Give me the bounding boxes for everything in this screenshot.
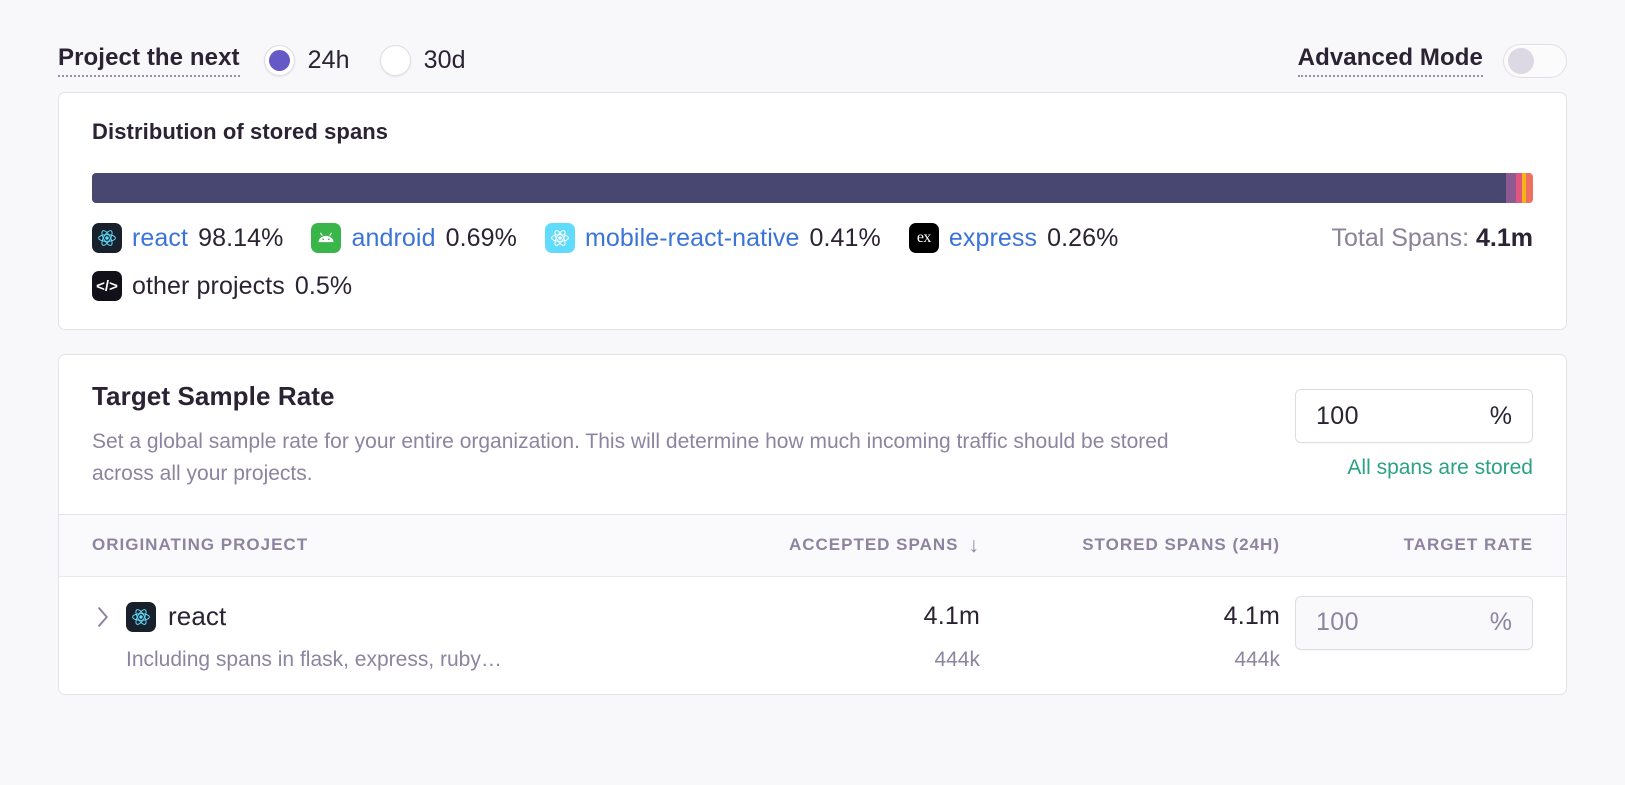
projects-table-header: Originating Project Accepted Spans ↓ Sto… (59, 513, 1566, 576)
android-icon (311, 223, 342, 253)
row-target-rate-input[interactable]: 100 % (1295, 595, 1533, 650)
toggle-knob (1508, 48, 1534, 74)
legend-name-other-projects: other projects (132, 271, 285, 300)
legend-pct-express: 0.26% (1047, 223, 1119, 252)
row-stored-spans-cell: 4.1m 444k (980, 596, 1280, 672)
legend-name-express[interactable]: express (948, 223, 1038, 252)
react-native-icon (544, 223, 575, 253)
legend-item-other-projects: </> other projects 0.5% (92, 271, 352, 301)
total-spans-value: 4.1m (1476, 223, 1533, 252)
distribution-segment-android[interactable] (1506, 173, 1517, 203)
code-icon: </> (92, 271, 122, 301)
sort-descending-icon: ↓ (968, 533, 980, 557)
radio-24h[interactable] (263, 45, 295, 77)
projection-period-group: Project the next 24h 30d (58, 44, 496, 77)
row-accepted-spans-subvalue: 444k (934, 647, 980, 671)
distribution-segment-express[interactable] (1522, 173, 1526, 203)
distribution-legend: react 98.14% android 0.69% (92, 223, 1533, 253)
distribution-bar (92, 173, 1533, 203)
projection-controls-bar: Project the next 24h 30d Advanced Mode (0, 0, 1625, 92)
legend-pct-mobile-react-native: 0.41% (809, 223, 881, 252)
advanced-mode-label[interactable]: Advanced Mode (1297, 44, 1483, 77)
column-header-stored-spans: Stored Spans (24h) (1082, 535, 1280, 555)
advanced-mode-group: Advanced Mode (1297, 44, 1567, 78)
legend-name-android[interactable]: android (351, 223, 436, 252)
project-the-next-label[interactable]: Project the next (58, 44, 240, 77)
distribution-panel: Distribution of stored spans react (58, 92, 1567, 330)
react-icon (126, 601, 156, 632)
row-stored-spans-subvalue: 444k (1234, 647, 1280, 671)
column-header-originating-project: Originating Project (92, 535, 309, 555)
row-accepted-spans-value: 4.1m (923, 602, 980, 631)
column-header-target-rate: Target Rate (1403, 535, 1533, 555)
row-project-subtitle: Including spans in flask, express, ruby… (126, 647, 502, 671)
legend-item-express[interactable]: ex express 0.26% (908, 223, 1119, 253)
legend-pct-react: 98.14% (198, 223, 284, 252)
global-target-rate-input[interactable]: 100 % (1295, 389, 1533, 443)
row-stored-spans-value: 4.1m (1223, 602, 1280, 631)
distribution-segment-mobile-react-native[interactable] (1516, 173, 1523, 203)
legend-item-react[interactable]: react 98.14% (92, 223, 283, 253)
distribution-segment-react[interactable] (92, 173, 1507, 203)
row-accepted-spans-cell: 4.1m 444k (680, 596, 980, 672)
legend-name-react[interactable]: react (132, 223, 189, 252)
legend-name-mobile-react-native[interactable]: mobile-react-native (584, 223, 800, 252)
distribution-legend-row-2: </> other projects 0.5% (92, 271, 1533, 301)
period-option-24h[interactable]: 24h (263, 45, 350, 77)
react-icon (92, 223, 122, 253)
row-target-rate-value[interactable]: 100 (1316, 608, 1359, 637)
period-option-30d[interactable]: 30d (379, 45, 466, 77)
advanced-mode-toggle[interactable] (1503, 44, 1567, 78)
target-sample-rate-title: Target Sample Rate (92, 381, 335, 411)
radio-30d[interactable] (379, 45, 411, 77)
global-target-rate-value[interactable]: 100 (1316, 401, 1359, 430)
legend-item-mobile-react-native[interactable]: mobile-react-native 0.41% (544, 223, 881, 253)
period-radio-group: 24h 30d (263, 45, 496, 77)
total-spans-label: Total Spans: (1331, 223, 1470, 252)
percent-suffix: % (1489, 401, 1512, 430)
all-spans-stored-note: All spans are stored (1347, 456, 1533, 479)
chevron-right-icon[interactable] (92, 606, 114, 628)
row-project-name: react (168, 601, 227, 632)
row-project-cell: react Including spans in flask, express,… (92, 596, 680, 672)
column-header-accepted-spans[interactable]: Accepted Spans ↓ (680, 535, 980, 556)
radio-30d-label: 30d (423, 46, 466, 75)
legend-item-android[interactable]: android 0.69% (311, 223, 517, 253)
target-sample-rate-panel: Target Sample Rate Set a global sample r… (58, 354, 1567, 695)
distribution-segment-other projects[interactable] (1525, 173, 1533, 203)
distribution-title: Distribution of stored spans (92, 119, 389, 144)
table-row: react Including spans in flask, express,… (59, 575, 1566, 694)
row-target-rate-cell: 100 % (1280, 595, 1533, 650)
legend-pct-android: 0.69% (445, 223, 517, 252)
radio-24h-label: 24h (307, 46, 350, 75)
legend-pct-other-projects: 0.5% (294, 271, 353, 300)
express-icon: ex (908, 223, 939, 253)
column-header-accepted-spans-label: Accepted Spans (788, 535, 959, 555)
total-spans: Total Spans: 4.1m (1331, 224, 1533, 253)
row-percent-suffix: % (1489, 608, 1512, 637)
target-sample-rate-description: Set a global sample rate for your entire… (92, 430, 1169, 485)
